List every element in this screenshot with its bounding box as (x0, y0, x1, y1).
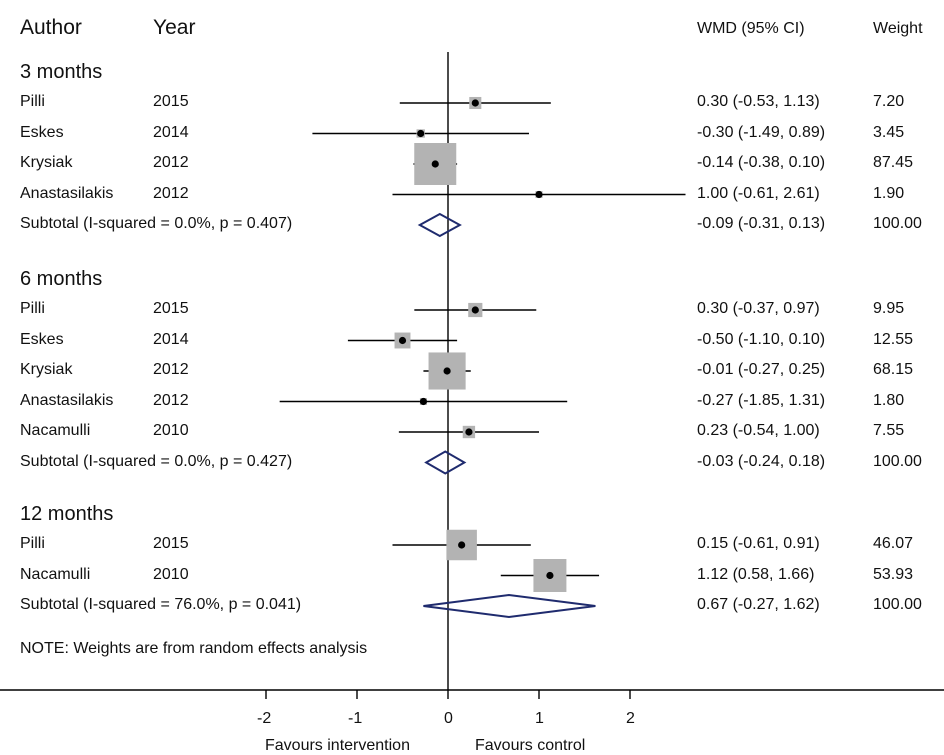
study-author: Pilli (20, 93, 45, 110)
study-year: 2014 (153, 123, 189, 141)
study-ci-text: 0.30 (-0.53, 1.13) (697, 93, 820, 110)
header-year: Year (153, 16, 196, 39)
study-ci-text: 0.23 (-0.54, 1.00) (697, 422, 820, 439)
group-title: 6 months (20, 268, 103, 290)
study-ci-text: -0.27 (-1.85, 1.31) (697, 391, 826, 409)
point-estimate (465, 428, 473, 436)
study-author: Krysiak (20, 361, 73, 378)
study-year: 2010 (153, 565, 189, 583)
study-weight-text: 7.20 (873, 93, 905, 110)
point-estimate (398, 336, 407, 345)
point-estimate (535, 190, 543, 199)
header-weight: Weight (873, 20, 923, 37)
study-year: 2012 (153, 154, 189, 171)
note-text: NOTE: Weights are from random effects an… (20, 640, 368, 657)
study-weight-text: 3.45 (873, 123, 905, 141)
study-year: 2015 (153, 300, 189, 317)
study-ci-text: 1.12 (0.58, 1.66) (697, 565, 815, 583)
study-year: 2014 (153, 330, 189, 348)
study-author: Eskes (20, 123, 64, 141)
study-year: 2010 (153, 422, 189, 439)
study-weight-text: 68.15 (873, 361, 914, 378)
point-estimate (458, 541, 466, 549)
header-wmd: WMD (95% CI) (697, 20, 805, 37)
study-author: Nacamulli (20, 422, 91, 439)
subtotal-weight-text: 100.00 (873, 596, 922, 613)
subtotal-label: Subtotal (I-squared = 76.0%, p = 0.041) (20, 596, 302, 613)
study-weight-text: 53.93 (873, 565, 914, 583)
study-author: Nacamulli (20, 565, 91, 583)
study-ci-text: -0.14 (-0.38, 0.10) (697, 154, 826, 171)
subtotal-diamond (423, 593, 596, 619)
x-tick-label: -1 (348, 710, 363, 727)
study-ci-text: 1.00 (-0.61, 2.61) (697, 184, 820, 202)
study-author: Eskes (20, 330, 64, 348)
study-year: 2012 (153, 361, 189, 378)
study-author: Pilli (20, 535, 45, 552)
study-weight-text: 1.80 (873, 391, 905, 409)
study-weight-text: 87.45 (873, 154, 914, 171)
favours-intervention-label: Favours intervention (265, 737, 410, 754)
study-author: Krysiak (20, 154, 73, 171)
subtotal-ci-text: -0.03 (-0.24, 0.18) (697, 452, 826, 470)
subtotal-diamond (417, 212, 462, 238)
study-weight-text: 7.55 (873, 422, 905, 439)
study-year: 2015 (153, 93, 189, 110)
header-author: Author (20, 16, 82, 39)
point-estimate (546, 571, 554, 580)
study-author: Pilli (20, 300, 45, 317)
study-ci-text: 0.30 (-0.37, 0.97) (697, 300, 820, 317)
x-tick-label: 1 (535, 710, 544, 727)
study-ci-text: -0.50 (-1.10, 0.10) (697, 330, 826, 348)
study-weight-text: 9.95 (873, 300, 905, 317)
point-estimate (443, 367, 451, 375)
study-year: 2012 (153, 184, 189, 202)
subtotal-ci-text: -0.09 (-0.31, 0.13) (697, 215, 826, 232)
study-ci-text: 0.15 (-0.61, 0.91) (697, 535, 820, 552)
point-estimate (431, 160, 439, 168)
subtotal-weight-text: 100.00 (873, 452, 922, 470)
x-tick-label: 0 (444, 710, 453, 727)
subtotal-ci-text: 0.67 (-0.27, 1.62) (697, 596, 820, 613)
subtotal-diamond (424, 450, 467, 475)
subtotal-weight-text: 100.00 (873, 215, 922, 232)
study-weight-text: 1.90 (873, 184, 905, 202)
group-title: 3 months (20, 61, 103, 83)
point-estimate (471, 306, 479, 314)
point-estimate (471, 99, 479, 107)
subtotal-label: Subtotal (I-squared = 0.0%, p = 0.407) (20, 215, 293, 232)
study-year: 2012 (153, 391, 189, 409)
point-estimate (419, 397, 428, 406)
study-ci-text: -0.30 (-1.49, 0.89) (697, 123, 826, 141)
study-author: Anastasilakis (20, 391, 114, 409)
favours-control-label: Favours control (475, 737, 586, 754)
x-tick-label: -2 (257, 710, 272, 727)
study-weight-text: 12.55 (873, 330, 914, 348)
study-weight-text: 46.07 (873, 535, 914, 552)
point-estimate (417, 129, 425, 138)
study-author: Anastasilakis (20, 184, 114, 202)
group-title: 12 months (20, 503, 114, 525)
study-ci-text: -0.01 (-0.27, 0.25) (697, 361, 826, 378)
x-tick-label: 2 (626, 710, 635, 727)
study-year: 2015 (153, 535, 189, 552)
subtotal-label: Subtotal (I-squared = 0.0%, p = 0.427) (20, 452, 293, 470)
